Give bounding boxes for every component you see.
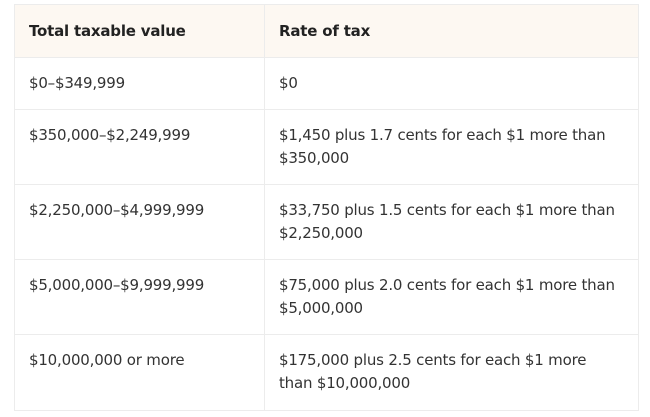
table-row: $350,000–$2,249,999 $1,450 plus 1.7 cent…: [14, 109, 639, 185]
tax-rate-table: Total taxable value Rate of tax $0–$349,…: [14, 4, 639, 411]
cell-rate-of-tax: $75,000 plus 2.0 cents for each $1 more …: [264, 259, 639, 335]
table-row: $2,250,000–$4,999,999 $33,750 plus 1.5 c…: [14, 184, 639, 260]
cell-rate-of-tax: $33,750 plus 1.5 cents for each $1 more …: [264, 184, 639, 260]
table-row: $0–$349,999 $0: [14, 57, 639, 110]
cell-taxable-value: $350,000–$2,249,999: [14, 109, 265, 185]
cell-taxable-value: $0–$349,999: [14, 57, 265, 110]
table-row: $10,000,000 or more $175,000 plus 2.5 ce…: [14, 334, 639, 411]
cell-rate-of-tax: $1,450 plus 1.7 cents for each $1 more t…: [264, 109, 639, 185]
header-rate-of-tax: Rate of tax: [264, 4, 639, 58]
cell-rate-of-tax: $0: [264, 57, 639, 110]
cell-taxable-value: $2,250,000–$4,999,999: [14, 184, 265, 260]
table-row: $5,000,000–$9,999,999 $75,000 plus 2.0 c…: [14, 259, 639, 335]
cell-rate-of-tax: $175,000 plus 2.5 cents for each $1 more…: [264, 334, 639, 411]
table-header-row: Total taxable value Rate of tax: [14, 4, 639, 58]
cell-taxable-value: $5,000,000–$9,999,999: [14, 259, 265, 335]
header-total-taxable-value: Total taxable value: [14, 4, 265, 58]
cell-taxable-value: $10,000,000 or more: [14, 334, 265, 411]
